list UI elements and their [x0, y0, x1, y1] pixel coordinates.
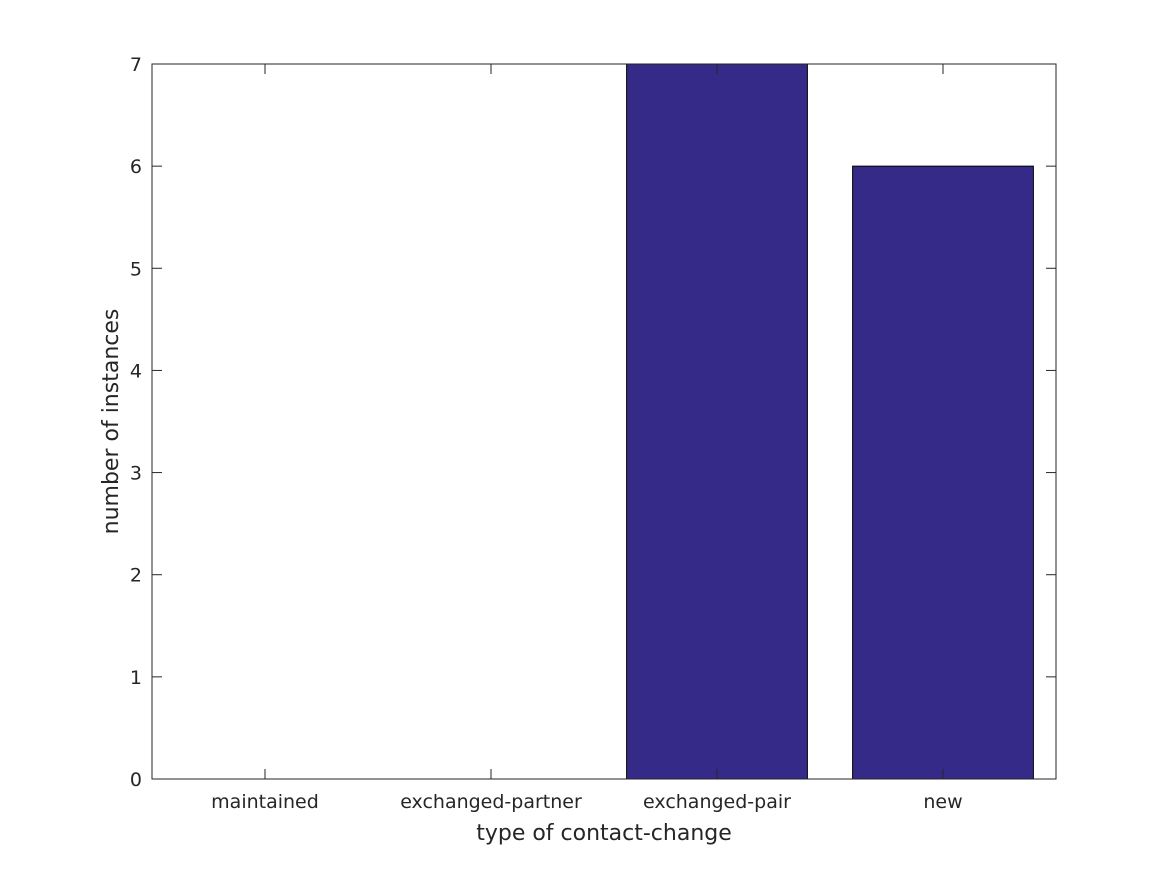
plot-frame — [151, 63, 1057, 780]
x-axis-label: type of contact-change — [476, 821, 732, 846]
x-tick-label: exchanged-partner — [400, 791, 582, 813]
axis-ticks — [152, 63, 1056, 780]
bar-exchanged-pair — [626, 63, 808, 780]
y-tick-label: 0 — [130, 769, 142, 791]
bars — [626, 63, 1034, 780]
y-tick-label: 5 — [130, 258, 142, 280]
y-axis-label: number of instances — [99, 309, 124, 535]
y-tick-label: 6 — [130, 156, 142, 178]
bar-new — [852, 165, 1034, 780]
x-tick-label: new — [923, 791, 962, 813]
y-tick-label: 2 — [130, 565, 142, 587]
x-tick-label: maintained — [211, 791, 319, 813]
y-tick-label: 4 — [130, 360, 142, 382]
y-tick-label: 3 — [130, 463, 142, 485]
y-tick-labels: 0 1 2 3 4 5 6 7 — [130, 54, 142, 791]
y-tick-label: 1 — [130, 667, 142, 689]
y-tick-label: 7 — [130, 54, 142, 76]
x-tick-label: exchanged-pair — [643, 791, 791, 813]
x-tick-labels: maintained exchanged-partner exchanged-pai… — [211, 791, 962, 813]
